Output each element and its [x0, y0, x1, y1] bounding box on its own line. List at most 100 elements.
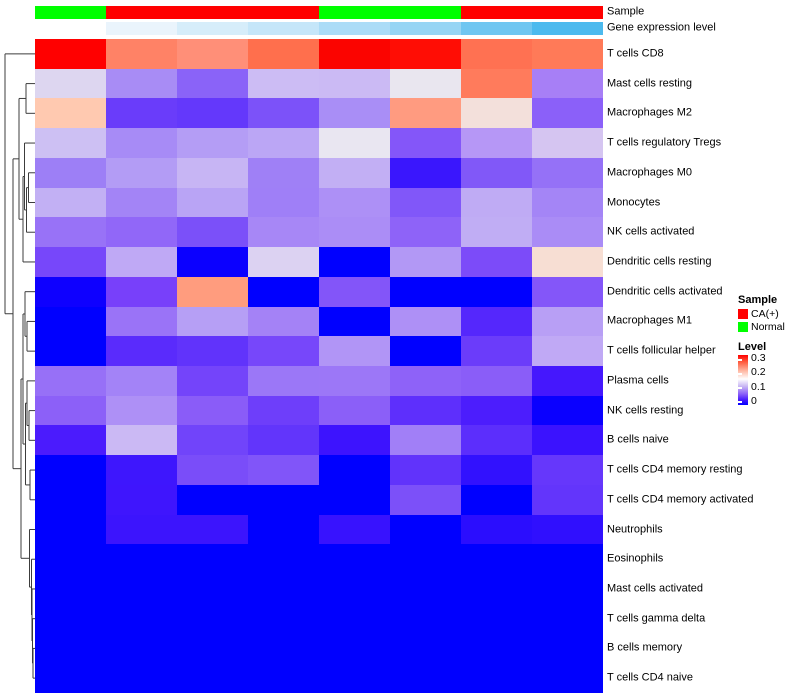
- heatmap-cell: [390, 39, 461, 69]
- heatmap-cell: [248, 98, 319, 129]
- heatmap-cell: [461, 68, 532, 99]
- heatmap-cell: [35, 217, 106, 248]
- heatmap-cell: [35, 544, 106, 575]
- heatmap-cell: [461, 574, 532, 604]
- heatmap-cell: [532, 39, 603, 69]
- legend-item-normal-label: Normal: [751, 321, 785, 333]
- heatmap-cell: [177, 276, 248, 307]
- heatmap-grid: [35, 39, 603, 693]
- gene-expression-annotation-cell: [319, 22, 390, 35]
- row-label: Dendritic cells activated: [607, 285, 723, 298]
- heatmap-cell: [461, 663, 532, 693]
- heatmap-cell: [390, 633, 461, 664]
- heatmap-cell: [106, 365, 177, 396]
- heatmap-cell: [461, 603, 532, 634]
- row-label: Monocytes: [607, 196, 661, 208]
- legend-item-ca: CA(+): [738, 308, 800, 320]
- heatmap-cell: [319, 247, 390, 277]
- heatmap-cell: [106, 128, 177, 158]
- heatmap-cell: [248, 544, 319, 575]
- heatmap-cell: [319, 663, 390, 693]
- heatmap-cell: [248, 484, 319, 515]
- gene-expression-annotation-cell: [461, 22, 532, 35]
- row-label: Plasma cells: [607, 374, 669, 387]
- row-label: Dendritic cells resting: [607, 255, 712, 268]
- heatmap-cell: [532, 514, 603, 545]
- heatmap-cell: [248, 574, 319, 604]
- legend-item-ca-label: CA(+): [751, 308, 779, 320]
- heatmap-cell: [532, 187, 603, 218]
- column-annotation-sample-bar: [35, 6, 603, 19]
- heatmap-cell: [319, 455, 390, 485]
- heatmap-cell: [461, 187, 532, 218]
- sample-annotation-cell: [390, 6, 461, 19]
- annotation-label-gene-expression: Gene expression level: [607, 21, 716, 34]
- heatmap-cell: [461, 276, 532, 307]
- heatmap-cell: [106, 484, 177, 515]
- heatmap-cell: [106, 98, 177, 129]
- legend-sample-title: Sample: [738, 294, 778, 306]
- heatmap-cell: [461, 39, 532, 69]
- heatmap-cell: [461, 98, 532, 129]
- heatmap-cell: [248, 157, 319, 188]
- heatmap-cell: [248, 336, 319, 366]
- heatmap-cell: [319, 514, 390, 545]
- heatmap-cell: [319, 39, 390, 69]
- heatmap-cell: [532, 68, 603, 99]
- heatmap-cell: [248, 217, 319, 248]
- heatmap-cell: [106, 633, 177, 664]
- row-label: T cells CD8: [607, 47, 664, 60]
- heatmap-cell: [390, 336, 461, 366]
- row-label: Macrophages M1: [607, 314, 692, 327]
- heatmap-cell: [461, 157, 532, 188]
- heatmap-cell: [35, 157, 106, 188]
- heatmap-cell: [461, 484, 532, 515]
- heatmap-cell: [177, 157, 248, 188]
- heatmap-cell: [106, 663, 177, 693]
- heatmap-cell: [390, 425, 461, 456]
- legend-level-title: Level: [738, 341, 767, 353]
- heatmap-cell: [106, 336, 177, 366]
- heatmap-cell: [106, 544, 177, 575]
- heatmap-cell: [532, 276, 603, 307]
- level-tick-label: 0.1: [751, 380, 766, 393]
- row-label: T cells CD4 memory activated: [607, 493, 754, 506]
- heatmap-cell: [35, 128, 106, 158]
- heatmap-cell: [177, 98, 248, 129]
- heatmap-cell: [35, 514, 106, 545]
- row-label: Mast cells resting: [607, 77, 692, 90]
- heatmap-cell: [319, 395, 390, 426]
- heatmap-cell: [35, 395, 106, 426]
- heatmap-cell: [319, 128, 390, 158]
- normal-swatch-icon: [738, 322, 748, 332]
- heatmap-cell: [390, 663, 461, 693]
- heatmap-cell: [177, 39, 248, 69]
- row-label: B cells memory: [607, 641, 683, 654]
- heatmap-cell: [106, 306, 177, 337]
- heatmap-cell: [390, 128, 461, 158]
- heatmap-cell: [532, 98, 603, 129]
- heatmap-cell: [532, 306, 603, 337]
- level-tickmark: [738, 373, 742, 375]
- heatmap-cell: [319, 425, 390, 456]
- legend-item-normal: Normal: [738, 321, 800, 333]
- row-label: NK cells activated: [607, 225, 695, 238]
- row-label: T cells gamma delta: [607, 612, 706, 625]
- heatmap-cell: [177, 663, 248, 693]
- heatmap-cell: [532, 395, 603, 426]
- heatmap-cell: [35, 276, 106, 307]
- heatmap-cell: [319, 365, 390, 396]
- sample-annotation-cell: [106, 6, 177, 19]
- heatmap-cell: [390, 544, 461, 575]
- sample-annotation-cell: [35, 6, 106, 19]
- heatmap-cell: [106, 247, 177, 277]
- heatmap-cell: [177, 187, 248, 218]
- heatmap-cell: [319, 306, 390, 337]
- row-label: T cells CD4 naive: [607, 671, 693, 684]
- heatmap-cell: [177, 217, 248, 248]
- heatmap-cell: [319, 217, 390, 248]
- heatmap-cell: [461, 217, 532, 248]
- heatmap-cell: [177, 365, 248, 396]
- heatmap-cell: [532, 633, 603, 664]
